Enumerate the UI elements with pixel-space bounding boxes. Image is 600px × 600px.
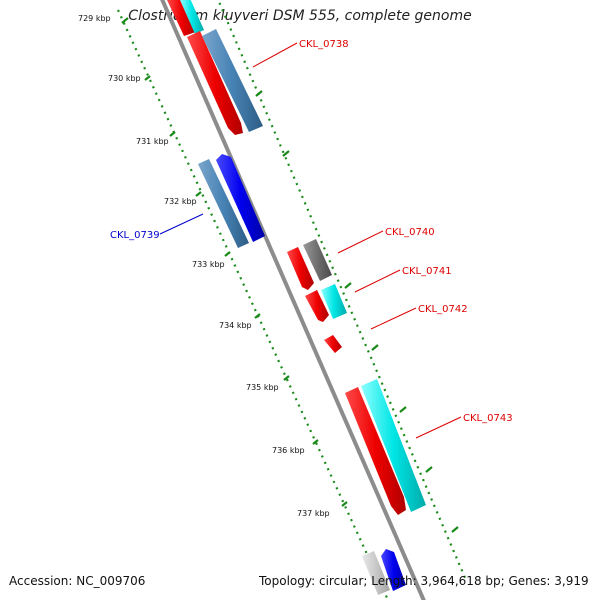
tick-mark [195,191,202,197]
tick-mark [451,526,459,533]
gene-feature-steelblue[interactable] [202,29,263,132]
leader-ckl-0743 [415,416,462,439]
tick-label-731: 731 kbp [136,137,169,146]
gene-feature-ckl-0739[interactable] [198,159,249,248]
leader-ckl-0742 [370,307,417,330]
gene-feature-lightgray[interactable] [362,551,390,595]
genome-title: Clostridium kluyveri DSM 555, complete g… [128,8,472,24]
accession-text: Accession: NC_009706 [9,574,146,588]
gene-label-ckl-0743[interactable]: CKL_0743 [463,413,513,424]
genome-backbone [160,0,426,600]
tick-label-732: 732 kbp [164,197,197,206]
gene-label-ckl-0741[interactable]: CKL_0741 [402,266,452,277]
gene-label-ckl-0738[interactable]: CKL_0738 [299,39,349,50]
gene-feature-gray[interactable] [303,239,332,281]
tick-mark [399,406,407,413]
leader-ckl-0741 [354,269,401,293]
tick-labels: 729 kbp 730 kbp 731 kbp 732 kbp 733 kbp … [78,14,330,518]
leader-ckl-0740 [337,230,384,254]
gene-feature-ckl-0741[interactable] [305,290,329,322]
gene-label-ckl-0739[interactable]: CKL_0739 [110,230,160,241]
tick-mark [121,17,129,24]
tick-guide-left [116,9,390,600]
tick-mark [283,375,290,381]
gene-feature-ckl-0738[interactable] [187,31,243,135]
tick-label-729: 729 kbp [78,14,111,23]
tick-mark [341,501,348,507]
label-leaders [159,42,462,439]
gene-label-ckl-0742[interactable]: CKL_0742 [418,304,468,315]
gene-feature-red[interactable] [167,0,196,36]
tick-mark [312,439,319,445]
tick-mark [169,131,176,137]
tick-label-730: 730 kbp [108,74,141,83]
tick-mark [224,251,231,257]
tick-label-734: 734 kbp [219,321,252,330]
tick-label-736: 736 kbp [272,446,305,455]
gene-feature-cyan[interactable] [180,0,204,34]
tick-mark [282,150,290,157]
tick-label-735: 735 kbp [246,383,279,392]
tick-mark [425,466,433,473]
tick-mark [254,313,261,319]
gene-feature-blue-2[interactable] [381,549,406,591]
gene-feature-ckl-0742[interactable] [324,335,342,353]
gene-feature-cyan-2[interactable] [321,284,347,319]
genome-summary-text: Topology: circular; Length: 3,964,618 bp… [259,574,589,588]
tick-marks [121,17,459,533]
leader-ckl-0739 [159,213,204,235]
gene-feature-cyan-3[interactable] [361,379,426,512]
gene-feature-ckl-0740[interactable] [287,247,314,290]
tick-mark [371,344,379,351]
leader-ckl-0738 [252,42,298,68]
gene-label-ckl-0740[interactable]: CKL_0740 [385,227,435,238]
tick-mark [344,282,352,289]
tick-label-737: 737 kbp [297,509,330,518]
tick-mark [255,90,263,97]
tick-label-733: 733 kbp [192,260,225,269]
tick-mark [144,75,151,81]
tick-guide-right [217,0,468,581]
gene-labels: CKL_0738 CKL_0739 CKL_0740 CKL_0741 CKL_… [110,39,513,424]
gene-feature-ckl-0743[interactable] [345,387,406,515]
gene-feature-blue[interactable] [216,154,265,242]
